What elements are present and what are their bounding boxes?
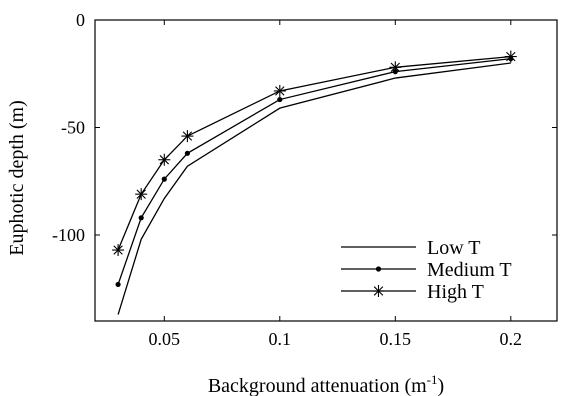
data-point-dot — [116, 282, 121, 287]
data-point-star — [373, 285, 385, 297]
data-point-star — [135, 188, 147, 200]
data-point-star — [158, 154, 170, 166]
data-point-dot — [277, 97, 282, 102]
x-axis-label: Background attenuation (m-1) — [208, 372, 444, 396]
legend-label: Low T — [427, 237, 481, 259]
x-axis-label-superscript: -1 — [427, 372, 438, 387]
x-tick-label: 0.2 — [500, 329, 523, 349]
x-axis-label-suffix: ) — [438, 375, 445, 396]
x-tick-label: 0.15 — [380, 329, 412, 349]
data-point-star — [112, 244, 124, 256]
data-point-star — [181, 130, 193, 142]
series-line-high-t — [118, 57, 511, 251]
data-point-dot — [139, 215, 144, 220]
data-point-dot — [376, 266, 381, 271]
data-point-dot — [185, 151, 190, 156]
y-tick-label: -50 — [61, 118, 85, 138]
x-axis-label-main: Background attenuation (m — [208, 375, 427, 396]
x-tick-label: 0.1 — [269, 329, 292, 349]
x-tick-label: 0.05 — [149, 329, 181, 349]
legend-label: High T — [427, 281, 484, 303]
data-point-dot — [162, 177, 167, 182]
legend-label: Medium T — [427, 259, 512, 281]
data-point-star — [505, 51, 517, 63]
y-axis-label: Euphotic depth (m) — [6, 100, 28, 256]
y-tick-label: 0 — [76, 10, 85, 30]
data-point-star — [274, 85, 286, 97]
y-tick-label: -100 — [52, 225, 85, 245]
data-point-star — [389, 61, 401, 73]
